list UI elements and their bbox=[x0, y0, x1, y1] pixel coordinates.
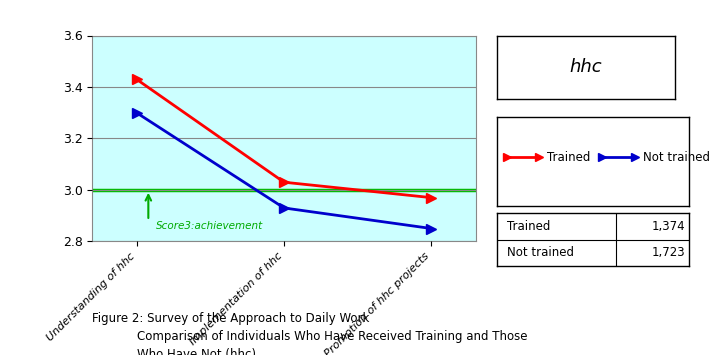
Text: hhc: hhc bbox=[569, 59, 602, 76]
Text: Comparison of Individuals Who Have Received Training and Those: Comparison of Individuals Who Have Recei… bbox=[92, 330, 528, 343]
Text: 1,723: 1,723 bbox=[651, 246, 685, 260]
Text: Not trained: Not trained bbox=[643, 151, 710, 164]
Text: Trained: Trained bbox=[547, 151, 590, 164]
Text: Who Have Not (hhc): Who Have Not (hhc) bbox=[92, 348, 256, 355]
Text: Figure 2: Survey of the Approach to Daily Work: Figure 2: Survey of the Approach to Dail… bbox=[92, 312, 370, 326]
Text: Not trained: Not trained bbox=[506, 246, 574, 260]
Text: 1,374: 1,374 bbox=[651, 220, 685, 233]
Text: Score3:achievement: Score3:achievement bbox=[155, 221, 263, 231]
Text: Trained: Trained bbox=[506, 220, 550, 233]
